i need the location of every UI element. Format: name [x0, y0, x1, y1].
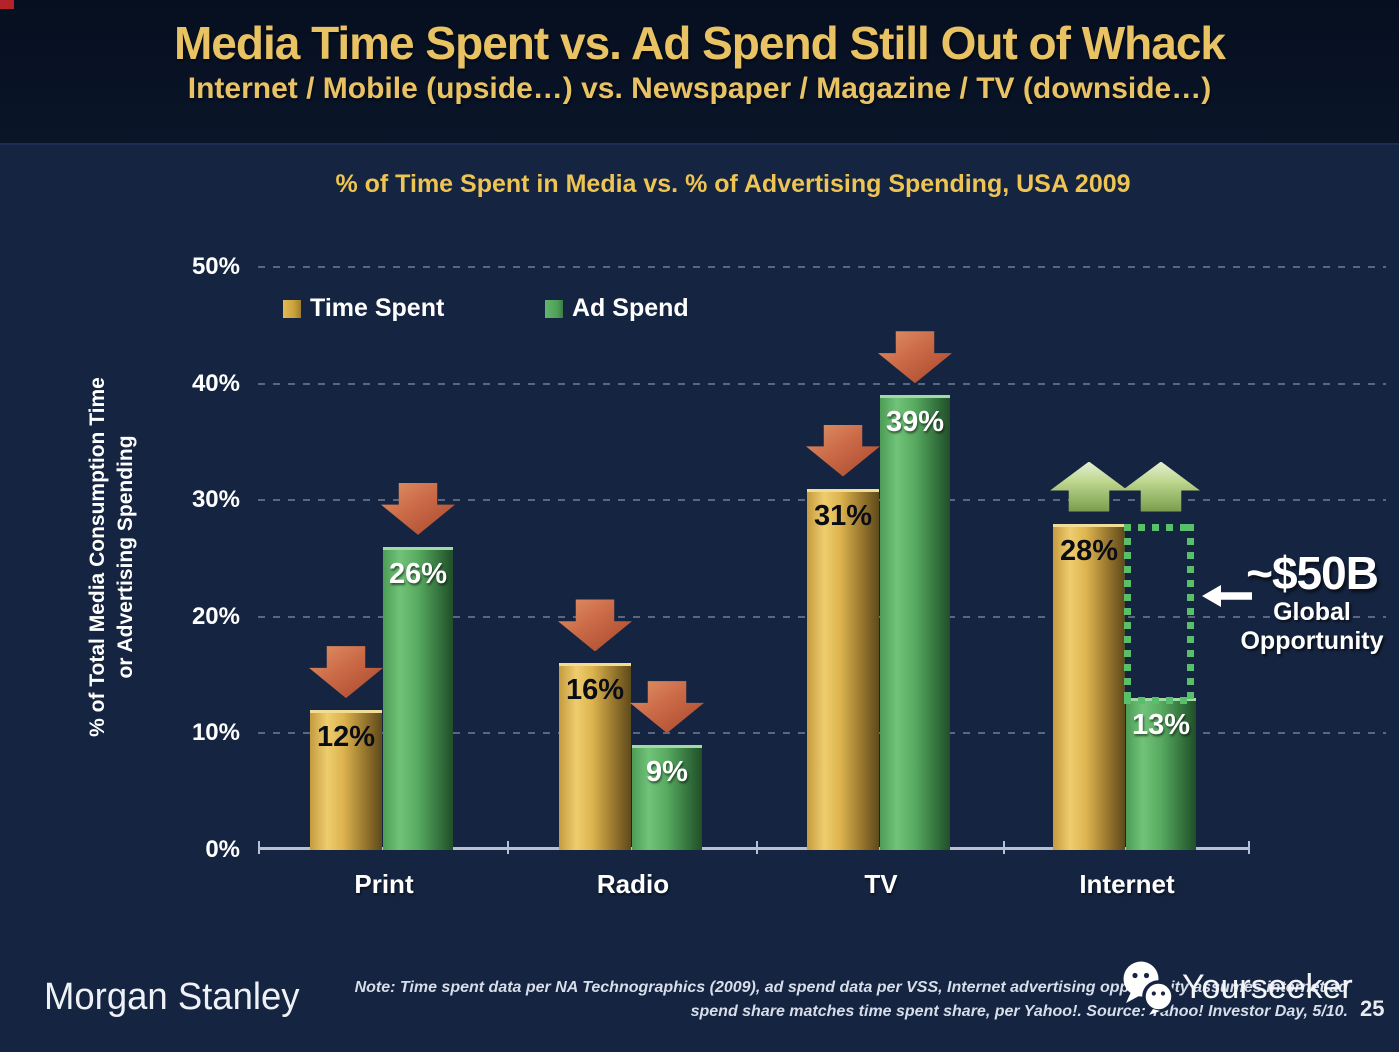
- opportunity-value: ~$50B: [1246, 547, 1379, 599]
- bar-internet-time-spent: 28%: [1053, 523, 1125, 850]
- x-axis-tick-0: [258, 841, 260, 854]
- value-label-internet-ad-spend: 13%: [1131, 709, 1191, 742]
- down-arrow-icon-print-0: [309, 646, 383, 699]
- bar-radio-time-spent: 16%: [559, 663, 631, 850]
- value-label-print-time-spent: 12%: [316, 721, 376, 754]
- legend-label-ad-spend: Ad Spend: [572, 294, 689, 322]
- gap-box-right-edge: [1187, 523, 1194, 705]
- slide-title: Media Time Spent vs. Ad Spend Still Out …: [173, 17, 1226, 69]
- bar-tv-time-spent: 31%: [807, 488, 879, 850]
- bar-print-time-spent: 12%: [310, 710, 382, 850]
- x-axis-line: [258, 847, 1250, 850]
- legend-item-time-spent: Time Spent: [283, 294, 444, 323]
- legend-item-ad-spend: Ad Spend: [545, 294, 689, 323]
- bar-tv-ad-spend: 39%: [880, 395, 950, 850]
- down-arrow-icon-print-1: [381, 482, 455, 535]
- value-label-print-ad-spend: 26%: [388, 557, 448, 590]
- chart-title: % of Time Spent in Media vs. % of Advert…: [335, 170, 1131, 198]
- header-band: [0, 0, 1399, 143]
- y-tick-50%: 50%: [191, 253, 240, 280]
- y-tick-10%: 10%: [191, 719, 240, 747]
- ad-spend-swatch-icon: [545, 299, 563, 318]
- opportunity-gap-box: [1124, 523, 1194, 705]
- down-arrow-icon-tv-1: [878, 331, 952, 384]
- time-spent-swatch-icon: [283, 299, 301, 318]
- plot-area: 12% 26% 16% 9% 31% 39% 28% 13%: [258, 267, 1250, 850]
- wechat-icon: [1123, 961, 1175, 1015]
- down-arrow-icon-radio-0: [558, 599, 632, 652]
- y-tick-0%: 0%: [205, 836, 240, 863]
- y-tick-20%: 20%: [191, 602, 240, 630]
- bar-radio-ad-spend: 9%: [632, 745, 702, 850]
- opportunity-label-line2: Opportunity: [1240, 627, 1384, 655]
- y-axis-label: % of Total Media Consumption Time or Adv…: [84, 247, 140, 867]
- x-category-radio: Radio: [596, 869, 670, 899]
- source-note: Note: Time spent data per NA Technograph…: [288, 976, 1348, 1024]
- y-axis-label-line2: or Advertising Spending: [114, 435, 137, 679]
- down-arrow-icon-radio-1: [630, 681, 704, 734]
- bar-print-ad-spend: 26%: [383, 546, 453, 850]
- watermark: Yourseeker: [1116, 958, 1353, 1016]
- down-arrow-icon-tv-0: [806, 424, 880, 477]
- opportunity-annotation: ~$50B Global Opportunity: [1222, 548, 1399, 656]
- watermark-text: Yourseeker: [1182, 968, 1353, 1006]
- source-note-line1: Note: Time spent data per NA Technograph…: [354, 979, 1348, 996]
- gap-box-top-edge: [1124, 523, 1194, 531]
- gridline-40%: [258, 382, 1386, 385]
- x-category-print: Print: [354, 869, 414, 899]
- x-axis-tick-1: [507, 841, 509, 854]
- up-arrow-icon-internet-0: [1050, 461, 1128, 512]
- corner-red-mark: [0, 0, 14, 9]
- y-tick-40%: 40%: [191, 369, 240, 397]
- gap-box-left-edge: [1124, 523, 1131, 705]
- value-label-tv-time-spent: 31%: [813, 499, 873, 532]
- opportunity-label-line1: Global: [1273, 598, 1351, 626]
- x-axis-tick-4: [1248, 841, 1250, 854]
- bar-internet-ad-spend: 13%: [1126, 698, 1196, 850]
- x-category-tv: TV: [864, 869, 898, 899]
- gap-box-bottom-edge: [1124, 697, 1194, 705]
- legend-label-time-spent: Time Spent: [310, 294, 445, 322]
- slide-subtitle: Internet / Mobile (upside…) vs. Newspape…: [187, 72, 1212, 105]
- value-label-radio-ad-spend: 9%: [646, 756, 688, 789]
- morgan-stanley-logo: Morgan Stanley: [44, 976, 300, 1018]
- x-category-internet: Internet: [1079, 869, 1175, 899]
- y-tick-30%: 30%: [191, 486, 240, 514]
- source-note-line2: spend share matches time spent share, pe…: [690, 1003, 1348, 1020]
- x-axis-tick-3: [1003, 841, 1005, 854]
- value-label-internet-time-spent: 28%: [1059, 534, 1119, 567]
- y-axis-label-line1: % of Total Media Consumption Time: [86, 377, 109, 737]
- page-number: 25: [1360, 996, 1385, 1021]
- value-label-tv-ad-spend: 39%: [885, 406, 945, 439]
- gridline-50%: [258, 266, 1386, 268]
- x-axis-tick-2: [756, 841, 758, 854]
- value-label-radio-time-spent: 16%: [565, 674, 625, 707]
- up-arrow-icon-internet-1: [1122, 461, 1200, 512]
